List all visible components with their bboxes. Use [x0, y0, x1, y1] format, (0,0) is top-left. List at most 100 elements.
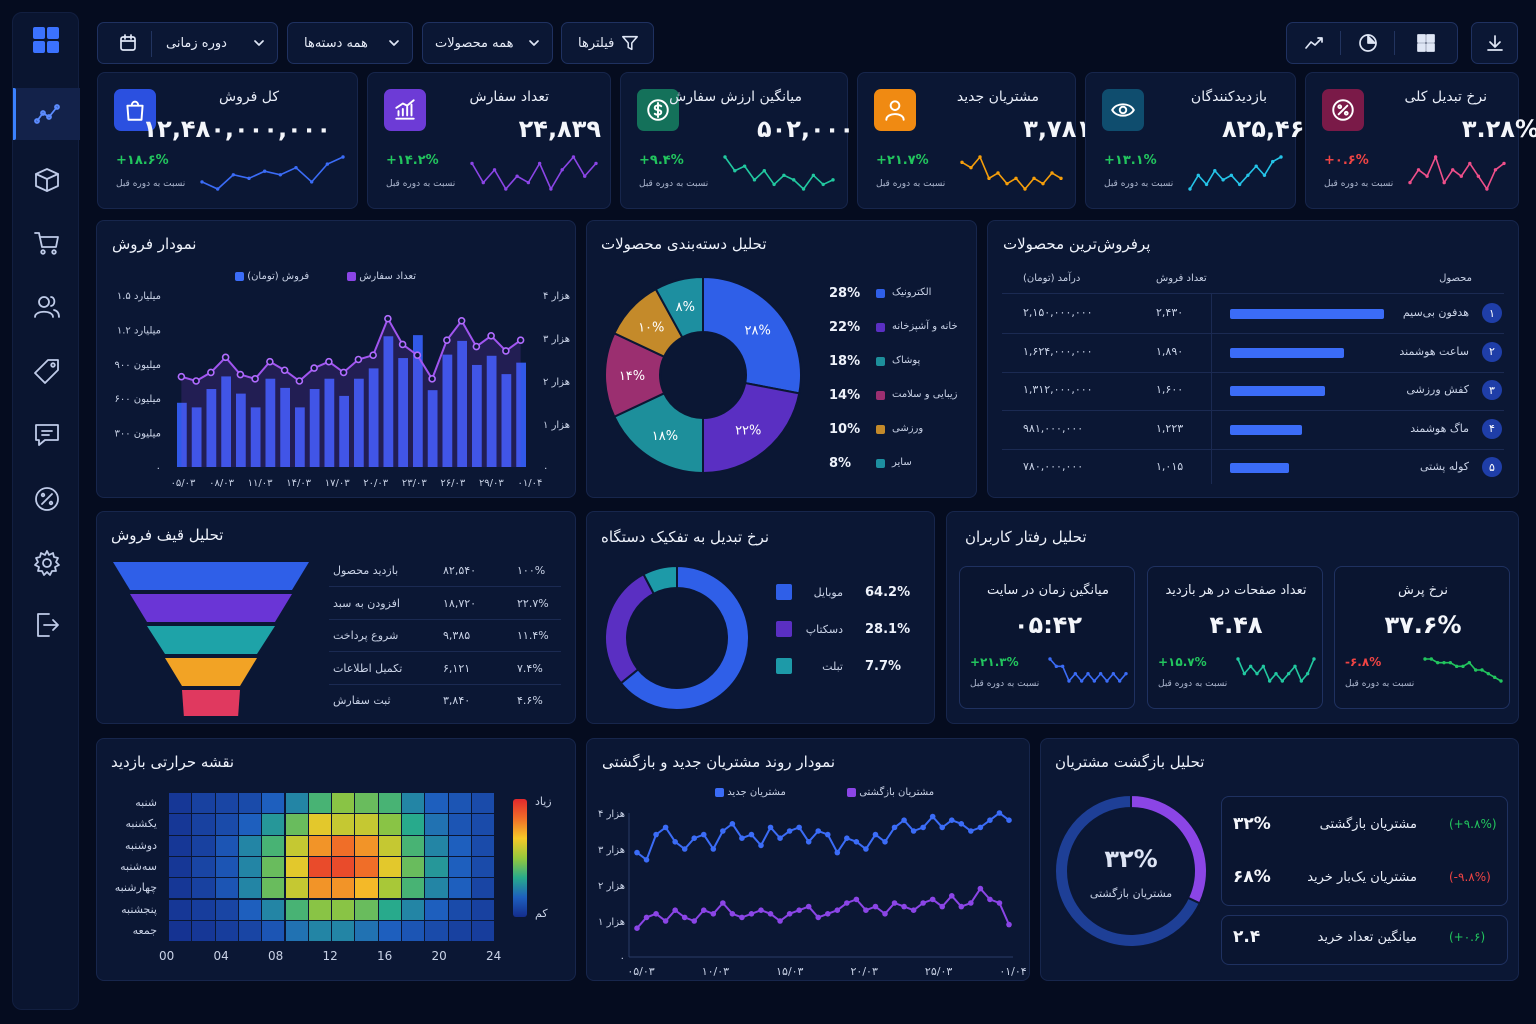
sidebar-item-discounts[interactable]: [13, 473, 80, 525]
returning-point[interactable]: [844, 900, 850, 906]
heatmap-cell[interactable]: [169, 878, 192, 899]
new-point[interactable]: [834, 849, 841, 856]
heatmap-cell[interactable]: [238, 814, 262, 835]
heatmap-cell[interactable]: [425, 856, 448, 878]
new-point[interactable]: [920, 824, 926, 831]
heatmap-cell[interactable]: [332, 814, 355, 835]
sales-bar[interactable]: [236, 393, 246, 467]
orders-point[interactable]: [325, 357, 333, 366]
heatmap-cell[interactable]: [308, 793, 332, 814]
heatmap-cell[interactable]: [448, 920, 471, 942]
new-point[interactable]: [748, 831, 755, 838]
heatmap-cell[interactable]: [262, 793, 285, 814]
heatmap-cell[interactable]: [355, 920, 378, 942]
returning-point[interactable]: [834, 907, 841, 913]
heatmap-cell[interactable]: [378, 878, 401, 899]
heatmap-cell[interactable]: [262, 920, 285, 942]
heatmap-cell[interactable]: [355, 856, 378, 878]
sales-bar[interactable]: [177, 402, 187, 467]
returning-point[interactable]: [872, 903, 879, 910]
heatmap-cell[interactable]: [378, 814, 401, 835]
retention-slice[interactable]: [1054, 793, 1202, 948]
new-point[interactable]: [929, 813, 936, 820]
kpi-card[interactable]: نرخ تبدیل کلی ۳.۲۸% +۰.۶% نسبت به دوره قبل: [1305, 72, 1536, 209]
kpi-card[interactable]: بازدیدکنندگان ۸۲۵,۴۶۰ +۱۳.۱% نسبت به دوره ق…: [1085, 72, 1319, 209]
kpi-card[interactable]: کل فروش ۱۲,۴۸۰,۰۰۰,۰۰۰ +۱۸.۶% نسبت به دوره …: [97, 72, 358, 209]
new-point[interactable]: [958, 821, 965, 827]
heatmap-cell[interactable]: [285, 920, 308, 942]
heatmap-cell[interactable]: [332, 835, 355, 856]
new-point[interactable]: [872, 831, 879, 838]
funnel-stage[interactable]: [130, 594, 292, 622]
product-name[interactable]: هدفون بی‌سیم: [1402, 306, 1469, 319]
returning-point[interactable]: [863, 907, 869, 913]
heatmap-cell[interactable]: [402, 856, 425, 878]
new-point[interactable]: [643, 857, 650, 863]
heatmap-cell[interactable]: [215, 899, 238, 920]
heatmap-cell[interactable]: [471, 920, 495, 942]
sales-bar[interactable]: [501, 374, 512, 467]
new-point[interactable]: [987, 817, 993, 823]
heatmap-cell[interactable]: [262, 835, 285, 856]
device-slice[interactable]: [619, 564, 750, 711]
new-point[interactable]: [977, 824, 984, 831]
new-point[interactable]: [901, 817, 907, 823]
heatmap-cell[interactable]: [169, 920, 192, 942]
new-point[interactable]: [853, 839, 860, 845]
returning-point[interactable]: [958, 903, 965, 910]
new-point[interactable]: [939, 824, 946, 831]
returning-point[interactable]: [643, 914, 650, 921]
heatmap-cell[interactable]: [402, 793, 425, 814]
heatmap-cell[interactable]: [285, 856, 308, 878]
returning-point[interactable]: [891, 900, 898, 906]
period-select[interactable]: دوره زمانی: [97, 22, 278, 64]
heatmap-cell[interactable]: [448, 878, 471, 899]
sidebar-item-customers[interactable]: [13, 281, 80, 333]
new-point[interactable]: [891, 824, 898, 831]
new-point[interactable]: [796, 824, 802, 831]
orders-point[interactable]: [472, 342, 481, 351]
returning-point[interactable]: [710, 911, 717, 917]
heatmap-cell[interactable]: [378, 899, 401, 920]
heatmap-cell[interactable]: [192, 899, 215, 920]
sales-bar[interactable]: [324, 378, 335, 467]
funnel-stage[interactable]: [165, 658, 257, 686]
category-slice[interactable]: [612, 391, 704, 475]
returning-point[interactable]: [977, 885, 984, 892]
behavior-metric-card[interactable]: میانگین زمان در سایت ۰۵:۴۲ +۲۱.۳% نسبت به د…: [959, 566, 1135, 709]
heatmap-cell[interactable]: [471, 814, 495, 835]
new-point[interactable]: [824, 831, 831, 838]
heatmap-cell[interactable]: [355, 835, 378, 856]
orders-point[interactable]: [384, 314, 392, 323]
filters-button[interactable]: فیلترها: [561, 22, 654, 64]
returning-point[interactable]: [729, 911, 736, 917]
sidebar-item-products[interactable]: [13, 154, 80, 206]
new-point[interactable]: [720, 828, 726, 834]
product-name[interactable]: ماگ هوشمند: [1410, 421, 1469, 435]
returning-point[interactable]: [882, 911, 888, 917]
heatmap-cell[interactable]: [169, 814, 192, 835]
kpi-card[interactable]: میانگین ارزش سفارش ۵۰۲,۰۰۰ +۹.۴% نسبت به دو…: [620, 72, 854, 209]
orders-point[interactable]: [428, 375, 436, 383]
returning-point[interactable]: [720, 900, 726, 906]
returning-point[interactable]: [796, 907, 802, 913]
orders-point[interactable]: [310, 364, 318, 372]
sales-bar[interactable]: [427, 390, 438, 467]
sidebar-item-analytics[interactable]: [13, 88, 80, 140]
new-point[interactable]: [672, 839, 678, 845]
heatmap-cell[interactable]: [308, 920, 332, 942]
heatmap-cell[interactable]: [448, 793, 471, 814]
grid-view-button[interactable]: [1395, 23, 1457, 63]
new-point[interactable]: [681, 846, 688, 852]
returning-point[interactable]: [662, 918, 669, 924]
orders-point[interactable]: [354, 355, 363, 364]
returning-point[interactable]: [748, 911, 755, 917]
new-point[interactable]: [996, 810, 1003, 816]
orders-point[interactable]: [443, 336, 451, 344]
heatmap-cell[interactable]: [308, 899, 332, 920]
heatmap-cell[interactable]: [215, 835, 238, 856]
product-name[interactable]: کوله پشتی: [1419, 460, 1469, 473]
heatmap-cell[interactable]: [238, 856, 262, 878]
sales-bar[interactable]: [486, 355, 497, 467]
sales-bar[interactable]: [413, 335, 423, 467]
